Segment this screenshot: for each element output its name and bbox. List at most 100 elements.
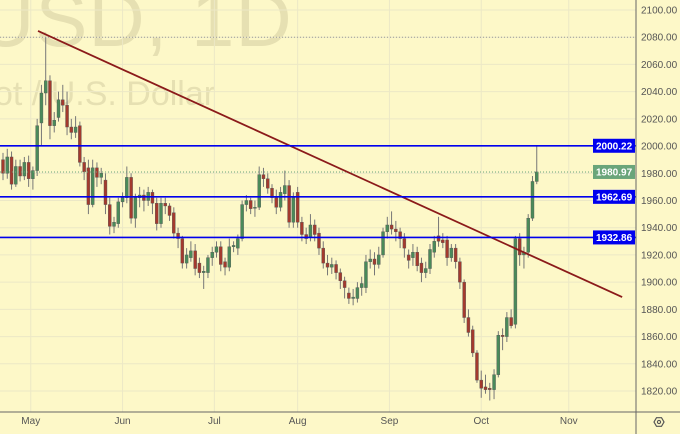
candle-down xyxy=(517,238,522,256)
candle-up xyxy=(214,246,219,253)
candle-down xyxy=(86,167,91,205)
candle-up xyxy=(283,185,287,194)
candle-up xyxy=(411,252,415,258)
candle-down xyxy=(295,192,300,223)
candle-down xyxy=(78,125,82,163)
candle-down xyxy=(321,247,325,264)
candle-down xyxy=(9,156,14,185)
level-price-label: 1962.69 xyxy=(596,192,633,203)
candle-down xyxy=(274,197,278,208)
candle-up xyxy=(227,246,232,268)
price-tick-label: 1840.00 xyxy=(641,359,678,370)
candle-down xyxy=(462,281,466,318)
candle-up xyxy=(381,231,385,256)
candle-down xyxy=(406,254,411,261)
candle-up xyxy=(210,252,214,258)
candle-down xyxy=(108,204,112,227)
candle-up xyxy=(526,217,530,253)
drawings xyxy=(0,30,636,298)
candle-down xyxy=(163,203,167,207)
level-price-label: 1932.86 xyxy=(596,233,633,244)
candle-up xyxy=(513,238,518,325)
time-tick-label: Sep xyxy=(381,416,399,427)
candle-down xyxy=(458,261,462,283)
candle-up xyxy=(496,335,501,375)
candle-down xyxy=(389,224,394,230)
candle-down xyxy=(415,252,419,267)
candle-up xyxy=(22,162,27,177)
candle-down xyxy=(500,335,505,337)
candle-up xyxy=(189,250,193,258)
time-tick-label: Nov xyxy=(560,416,578,427)
candle-up xyxy=(52,120,56,126)
candle-down xyxy=(167,205,172,216)
candle-down xyxy=(471,329,475,354)
candle-down xyxy=(261,174,266,179)
candle-up xyxy=(330,264,334,268)
price-tick-label: 2100.00 xyxy=(641,6,678,17)
candle-up xyxy=(428,249,432,269)
candle-up xyxy=(133,197,138,219)
candle-down xyxy=(453,247,458,262)
candle-down xyxy=(436,235,441,242)
candle-up xyxy=(44,80,48,94)
time-axis[interactable]: May Jun Jul Aug Sep Oct Nov xyxy=(21,416,577,427)
candle-up xyxy=(5,156,9,174)
candle-up xyxy=(355,287,360,299)
candle-up xyxy=(35,125,39,171)
price-tick-label: 2060.00 xyxy=(641,60,678,71)
candle-up xyxy=(159,203,163,224)
last-price-label-bg xyxy=(593,164,635,179)
candle-up xyxy=(308,224,313,238)
grid xyxy=(0,0,636,412)
candle-down xyxy=(48,80,52,126)
candle-down xyxy=(197,262,202,273)
candle-down xyxy=(287,185,291,223)
level-label-bg xyxy=(593,230,635,245)
candle-down xyxy=(398,231,402,239)
candle-up xyxy=(39,92,44,124)
watermark-description: ot / U.S. Dollar xyxy=(0,75,216,113)
candle-down xyxy=(445,239,449,258)
candle-down xyxy=(129,177,133,219)
candle-down xyxy=(69,126,74,133)
price-tick-label: 1960.00 xyxy=(641,196,678,207)
candle-down xyxy=(313,224,317,235)
candle-up xyxy=(73,126,78,133)
candle-down xyxy=(509,317,513,326)
candle-down xyxy=(61,99,65,106)
candle-down xyxy=(266,178,270,189)
time-tick-label: Jun xyxy=(114,416,130,427)
candle-down xyxy=(402,238,407,249)
candle-up xyxy=(125,177,129,198)
candle-up xyxy=(206,257,210,273)
candle-up xyxy=(368,258,372,262)
candle-up xyxy=(257,174,261,208)
trendline xyxy=(37,30,623,298)
price-axis[interactable]: 2100.00 2080.00 2060.00 2040.00 2020.00 2000.… xyxy=(641,6,678,398)
candle-up xyxy=(505,317,509,337)
candle-down xyxy=(475,352,479,381)
candle-down xyxy=(270,188,274,198)
candle-down xyxy=(488,388,492,390)
candle-down xyxy=(172,212,176,234)
price-tick-label: 1880.00 xyxy=(641,305,678,316)
candle-down xyxy=(1,159,5,174)
candle-up xyxy=(201,271,206,273)
candle-up xyxy=(253,207,257,209)
candle-down xyxy=(18,166,22,177)
price-tick-label: 2080.00 xyxy=(641,33,678,44)
candle-down xyxy=(82,162,86,173)
candle-up xyxy=(120,197,125,203)
time-tick-label: May xyxy=(21,416,40,427)
price-tick-label: 1860.00 xyxy=(641,332,678,343)
candle-up xyxy=(291,197,296,223)
gear-icon[interactable] xyxy=(653,417,665,427)
candle-up xyxy=(244,200,249,205)
candle-down xyxy=(334,264,338,273)
candle-up xyxy=(236,238,240,249)
candle-up xyxy=(184,254,189,264)
level-label-bg xyxy=(593,138,635,153)
candle-down xyxy=(419,262,424,273)
